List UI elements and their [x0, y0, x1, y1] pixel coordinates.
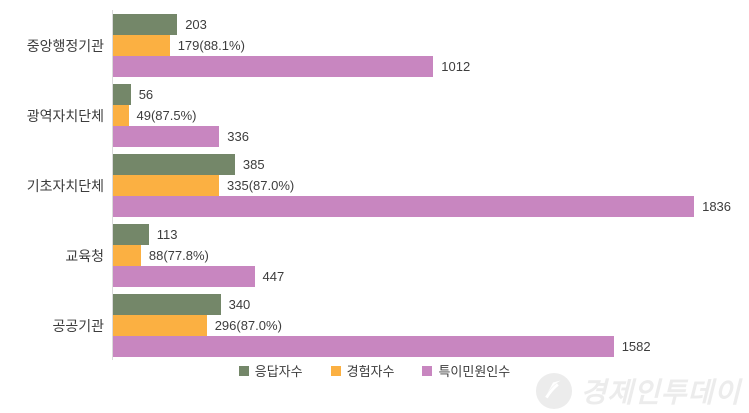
- experienced-bar: [113, 35, 170, 56]
- respondents-bar: [113, 224, 149, 245]
- bar-value-label: 385: [242, 157, 265, 172]
- bar-value-label: 203: [185, 17, 207, 32]
- bar-row: 113: [113, 224, 284, 245]
- chart-row: 중앙행정기관 203 179(88.1%) 1012: [0, 14, 731, 77]
- bar-row: 179(88.1%): [113, 35, 470, 56]
- bar-group: 385 335(87.0%) 1836: [113, 154, 731, 217]
- bar-value-label: 88(77.8%): [148, 248, 209, 263]
- experienced-bar: [113, 315, 207, 336]
- bar-row: 203: [113, 14, 470, 35]
- bar-group: 340 296(87.0%) 1582: [113, 294, 651, 357]
- special-complainants-bar: [113, 56, 434, 77]
- legend-label-experienced: 경험자수: [346, 364, 395, 379]
- bar-row: 1582: [113, 336, 651, 357]
- legend-swatch-respondents: [238, 365, 249, 376]
- experienced-bar: [113, 245, 141, 266]
- chart-row: 기초자치단체 385 335(87.0%) 1836: [0, 154, 731, 217]
- bar-value-label: 1012: [441, 59, 471, 74]
- bar-value-label: 179(88.1%): [177, 38, 245, 53]
- category-label: 중앙행정기관: [26, 37, 104, 54]
- bar-row: 335(87.0%): [113, 175, 731, 196]
- bar-row: 447: [113, 266, 284, 287]
- bar-value-label: 1836: [702, 199, 732, 214]
- respondents-bar: [113, 84, 131, 105]
- special-complainants-bar: [113, 126, 220, 147]
- legend-label-special-complainants: 특이민원인수: [438, 364, 511, 379]
- experienced-bar: [113, 175, 219, 196]
- special-complainants-bar: [113, 266, 255, 287]
- special-complainants-bar: [113, 196, 695, 217]
- legend-item-respondents: 응답자수: [238, 361, 303, 380]
- bar-value-label: 447: [262, 269, 285, 284]
- bar-row: 88(77.8%): [113, 245, 284, 266]
- category-label: 광역자치단체: [26, 107, 104, 124]
- chart-legend: 응답자수 경험자수 특이민원인수: [0, 361, 749, 380]
- chart-row: 교육청 113 88(77.8%) 447: [0, 224, 731, 287]
- bar-row: 336: [113, 126, 249, 147]
- chart-row: 공공기관 340 296(87.0%) 1582: [0, 294, 731, 357]
- category-label: 교육청: [65, 247, 104, 264]
- bar-row: 340: [113, 294, 651, 315]
- bar-row: 1836: [113, 196, 731, 217]
- legend-item-special-complainants: 특이민원인수: [422, 361, 510, 380]
- bar-value-label: 340: [228, 297, 251, 312]
- legend-label-respondents: 응답자수: [254, 364, 303, 379]
- special-complainants-bar: [113, 336, 614, 357]
- bar-group: 203 179(88.1%) 1012: [113, 14, 470, 77]
- bar-value-label: 336: [227, 129, 249, 144]
- respondents-bar: [113, 294, 221, 315]
- chart-row: 광역자치단체 56 49(87.5%) 336: [0, 84, 731, 147]
- legend-swatch-experienced: [330, 365, 341, 376]
- bar-value-label: 56: [138, 87, 154, 102]
- bar-value-label: 1582: [621, 339, 651, 354]
- category-label: 기초자치단체: [26, 177, 104, 194]
- bar-value-label: 49(87.5%): [136, 108, 197, 123]
- bar-group: 56 49(87.5%) 336: [113, 84, 249, 147]
- bar-row: 49(87.5%): [113, 105, 249, 126]
- experienced-bar: [113, 105, 129, 126]
- respondents-bar: [113, 14, 178, 35]
- bar-value-label: 335(87.0%): [227, 178, 295, 193]
- respondents-bar: [113, 154, 235, 175]
- bar-group: 113 88(77.8%) 447: [113, 224, 284, 287]
- legend-swatch-special-complainants: [422, 365, 433, 376]
- chart-rows: 중앙행정기관 203 179(88.1%) 1012 광역자치단체 56 49(87.5%)…: [0, 14, 731, 364]
- y-axis-line: [112, 10, 113, 360]
- bar-row: 385: [113, 154, 731, 175]
- bar-row: 296(87.0%): [113, 315, 651, 336]
- bar-value-label: 296(87.0%): [214, 318, 282, 333]
- bar-row: 56: [113, 84, 249, 105]
- bar-row: 1012: [113, 56, 470, 77]
- category-label: 공공기관: [52, 317, 104, 334]
- legend-item-experienced: 경험자수: [330, 361, 395, 380]
- bar-value-label: 113: [156, 227, 178, 242]
